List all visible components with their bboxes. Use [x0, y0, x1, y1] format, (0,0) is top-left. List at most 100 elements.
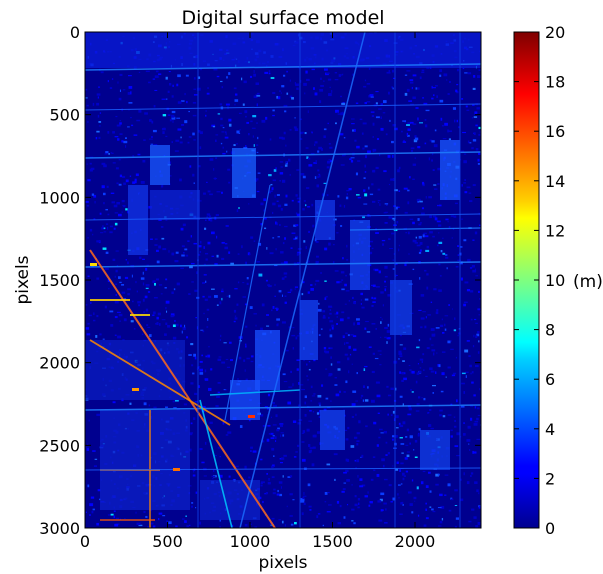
- texture-speck: [385, 454, 388, 456]
- texture-speck: [253, 144, 255, 147]
- texture-speck: [104, 153, 108, 155]
- texture-speck: [302, 281, 305, 284]
- texture-speck: [289, 493, 293, 496]
- texture-speck: [467, 140, 470, 144]
- texture-speck: [318, 146, 322, 150]
- texture-speck: [182, 326, 186, 330]
- texture-speck: [477, 308, 481, 310]
- texture-speck: [366, 331, 371, 333]
- texture-speck: [357, 498, 361, 501]
- texture-speck: [275, 248, 277, 251]
- texture-speck: [112, 131, 115, 134]
- texture-speck: [260, 481, 265, 484]
- texture-speck: [419, 200, 423, 203]
- texture-speck: [375, 102, 378, 105]
- texture-speck: [319, 100, 322, 104]
- texture-speck: [197, 76, 201, 79]
- texture-speck: [478, 126, 481, 130]
- texture-speck: [354, 301, 356, 305]
- texture-speck: [136, 522, 141, 526]
- texture-speck: [163, 127, 166, 130]
- building-block: [128, 185, 148, 255]
- texture-speck: [310, 284, 313, 286]
- texture-speck: [343, 137, 346, 139]
- texture-speck: [182, 518, 185, 520]
- texture-speck: [117, 335, 121, 339]
- texture-speck: [370, 478, 374, 481]
- texture-speck: [372, 150, 375, 153]
- texture-speck: [295, 451, 298, 453]
- texture-speck: [386, 385, 389, 388]
- texture-speck: [220, 80, 223, 83]
- texture-speck: [387, 323, 390, 327]
- texture-speck: [467, 425, 471, 429]
- texture-speck: [167, 325, 171, 328]
- texture-speck: [241, 77, 243, 81]
- texture-speck: [463, 422, 465, 424]
- texture-speck: [404, 211, 408, 214]
- texture-speck: [389, 248, 393, 250]
- texture-speck: [278, 481, 283, 484]
- texture-speck: [233, 144, 236, 147]
- texture-speck: [193, 77, 196, 80]
- colorbar-tick-label: 18: [545, 73, 565, 92]
- texture-speck: [129, 175, 132, 177]
- texture-speck: [272, 435, 275, 437]
- texture-speck: [326, 511, 331, 513]
- texture-speck: [422, 181, 425, 185]
- texture-speck: [271, 465, 274, 468]
- hot-spot: [132, 388, 139, 391]
- texture-speck: [216, 304, 219, 306]
- texture-speck: [371, 200, 376, 203]
- texture-speck: [189, 448, 192, 452]
- texture-speck: [192, 474, 196, 477]
- texture-speck: [399, 371, 402, 374]
- texture-speck: [250, 236, 254, 239]
- texture-speck: [454, 202, 458, 205]
- texture-speck: [132, 181, 136, 184]
- texture-speck: [152, 78, 156, 80]
- texture-speck: [380, 127, 384, 131]
- texture-speck: [114, 222, 118, 226]
- texture-speck: [252, 115, 257, 118]
- texture-speck: [189, 165, 192, 168]
- texture-speck: [172, 400, 175, 403]
- texture-speck: [274, 194, 276, 198]
- texture-speck: [280, 166, 283, 168]
- texture-speck: [301, 512, 304, 516]
- texture-speck: [310, 131, 313, 133]
- texture-speck: [329, 312, 332, 315]
- texture-speck: [161, 98, 166, 100]
- texture-speck: [195, 317, 198, 319]
- texture-speck: [372, 301, 376, 303]
- texture-speck: [323, 135, 326, 139]
- texture-speck: [334, 478, 336, 481]
- texture-speck: [280, 262, 285, 265]
- texture-speck: [245, 343, 247, 346]
- texture-speck: [304, 414, 307, 417]
- texture-speck: [269, 252, 274, 255]
- texture-speck: [131, 274, 133, 278]
- texture-speck: [152, 129, 157, 133]
- texture-speck: [113, 515, 116, 519]
- texture-speck: [364, 193, 368, 197]
- texture-speck: [143, 402, 147, 406]
- texture-speck: [150, 522, 154, 525]
- texture-speck: [379, 498, 383, 502]
- texture-speck: [114, 212, 119, 214]
- texture-speck: [162, 248, 167, 251]
- texture-speck: [411, 511, 414, 514]
- texture-speck: [416, 198, 421, 201]
- texture-speck: [281, 277, 285, 280]
- texture-speck: [317, 308, 322, 312]
- texture-speck: [167, 114, 171, 116]
- texture-speck: [110, 513, 114, 516]
- texture-speck: [412, 74, 417, 77]
- texture-speck: [260, 202, 264, 206]
- texture-speck: [392, 268, 395, 270]
- texture-speck: [98, 86, 100, 88]
- texture-speck: [439, 204, 442, 207]
- texture-speck: [340, 271, 345, 274]
- texture-speck: [264, 227, 267, 230]
- texture-speck: [296, 359, 300, 361]
